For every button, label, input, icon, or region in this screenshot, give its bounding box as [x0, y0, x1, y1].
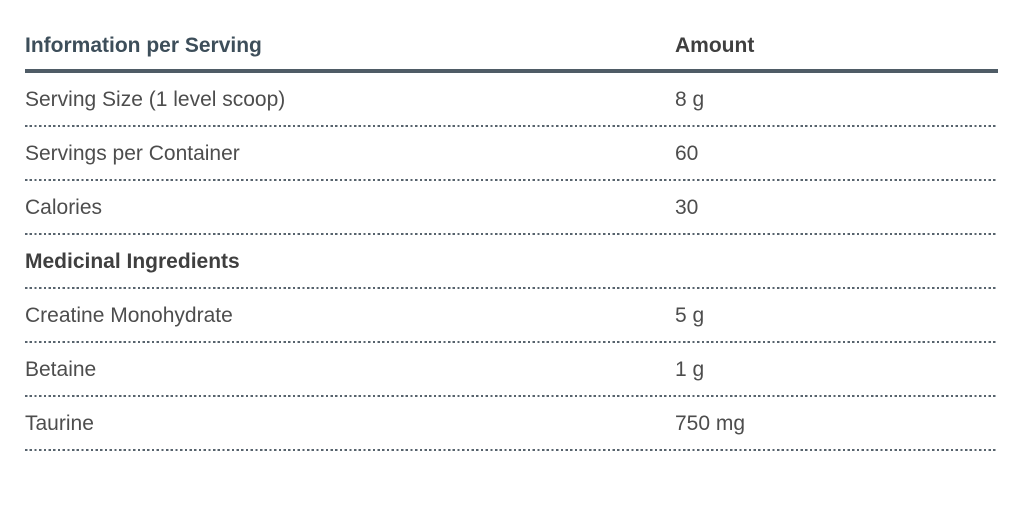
- section-header-label: Medicinal Ingredients: [25, 250, 240, 273]
- nutrition-table: Information per Serving Amount Serving S…: [25, 0, 998, 451]
- row-value: 1 g: [675, 358, 705, 381]
- table-row: Creatine Monohydrate 5 g: [25, 289, 998, 343]
- row-value: 5 g: [675, 304, 705, 327]
- row-value: 750 mg: [675, 412, 746, 435]
- row-value: 30: [675, 196, 699, 219]
- table-row: Serving Size (1 level scoop) 8 g: [25, 73, 998, 127]
- row-label: Serving Size (1 level scoop): [25, 88, 286, 111]
- table-row: Betaine 1 g: [25, 343, 998, 397]
- row-label: Creatine Monohydrate: [25, 304, 233, 327]
- row-label: Taurine: [25, 412, 94, 435]
- row-label: Calories: [25, 196, 103, 219]
- table-header-row: Information per Serving Amount: [25, 0, 998, 73]
- row-value: 8 g: [675, 88, 705, 111]
- row-label: Betaine: [25, 358, 97, 381]
- table-row: Calories 30: [25, 181, 998, 235]
- table-row: Servings per Container 60: [25, 127, 998, 181]
- section-header-row: Medicinal Ingredients: [25, 235, 998, 289]
- row-label: Servings per Container: [25, 142, 240, 165]
- table-row: Taurine 750 mg: [25, 397, 998, 451]
- column-header-amount: Amount: [675, 34, 755, 57]
- column-header-info: Information per Serving: [25, 34, 262, 57]
- row-value: 60: [675, 142, 699, 165]
